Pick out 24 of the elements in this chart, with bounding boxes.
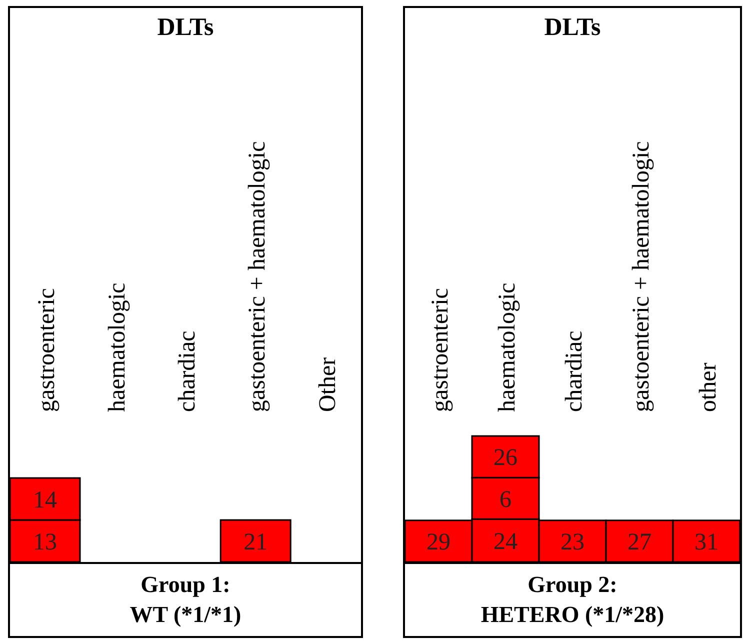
annotation: 14 bbox=[33, 487, 57, 514]
x-tick-label: gastroenteric bbox=[428, 288, 454, 412]
annotation: 26 bbox=[494, 445, 518, 472]
x-tick-label: chardiac bbox=[562, 330, 588, 412]
annotation: 31 bbox=[694, 530, 718, 556]
x-tick-label: other bbox=[696, 362, 722, 412]
x-axis-title: Group 1: WT (*1/*1) bbox=[128, 571, 242, 629]
annotation: 23 bbox=[560, 530, 584, 556]
annotation: 24 bbox=[494, 528, 518, 555]
x-tick-label: gastroenteric bbox=[34, 288, 60, 412]
x-tick-label: chardiac bbox=[174, 330, 200, 412]
x-axis-title: Group 2: HETERO (*1/*28) bbox=[480, 571, 666, 629]
x-tick-label: gastoenteric + haematologic bbox=[628, 141, 654, 412]
annotation: 21 bbox=[244, 529, 268, 556]
chart-title: DLTs bbox=[543, 13, 602, 43]
x-tick-label: Other bbox=[314, 357, 341, 412]
x-tick-label: haematologic bbox=[104, 282, 130, 412]
annotation: 13 bbox=[33, 529, 57, 556]
chart-title: DLTs bbox=[156, 13, 215, 43]
annotation: 29 bbox=[426, 530, 450, 556]
annotation: 6 bbox=[500, 486, 512, 513]
x-tick-label: haematologic bbox=[494, 282, 520, 412]
x-tick-label: gastoenteric + haematologic bbox=[244, 141, 271, 412]
annotation: 27 bbox=[628, 530, 652, 556]
